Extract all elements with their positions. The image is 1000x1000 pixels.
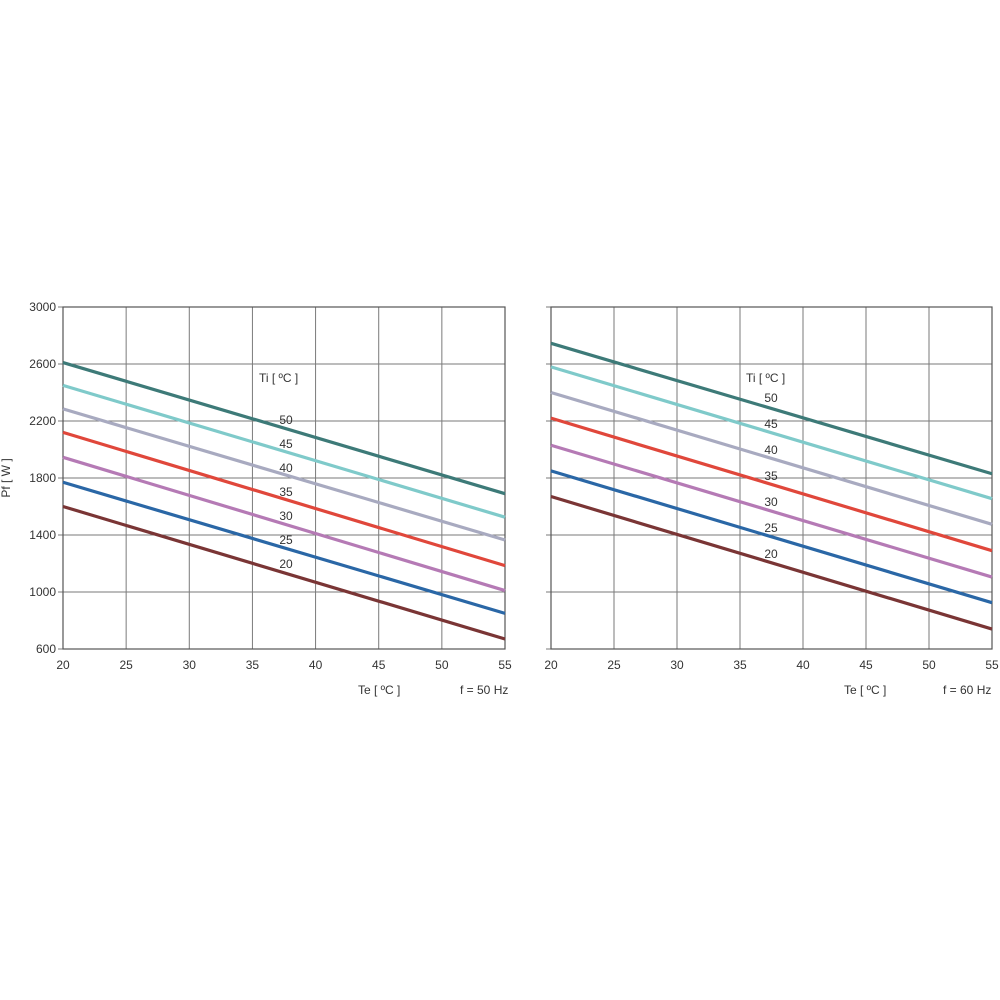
- plot-border: [62, 306, 506, 650]
- series-line-ti-30: [550, 443, 993, 579]
- series-label-ti-50: 50: [279, 413, 293, 427]
- x-tick-label: 30: [183, 658, 197, 672]
- x-tick-label: 45: [372, 658, 386, 672]
- y-tick-label: 1000: [29, 585, 56, 599]
- series-label-ti-30: 30: [764, 495, 778, 509]
- series-line-ti-20: [62, 504, 506, 641]
- chart-panel-1: 20 25 30 35 40 45 50 55 600 1000 1400 1800 2200 2600 3…: [0, 300, 512, 697]
- series-label-ti-50: 50: [764, 391, 778, 405]
- x-tick-label: 55: [498, 658, 512, 672]
- series-line-ti-25: [62, 480, 506, 615]
- y-tick-label: 600: [36, 642, 56, 656]
- series-line-ti-50: [62, 361, 506, 496]
- series-label-ti-30: 30: [279, 509, 293, 523]
- series-label-ti-40: 40: [279, 461, 293, 475]
- series-line-ti-45: [62, 383, 506, 519]
- x-tick-label: 50: [922, 658, 936, 672]
- series-label-ti-45: 45: [764, 417, 778, 431]
- x-tick-label: 20: [544, 658, 558, 672]
- y-tick-label: 2200: [29, 414, 56, 428]
- x-tick-label: 30: [670, 658, 684, 672]
- series-line-ti-35: [62, 430, 506, 568]
- x-axis-label: Te [ ºC ]: [358, 683, 400, 697]
- series-label-ti-40: 40: [764, 443, 778, 457]
- series-label-ti-35: 35: [764, 469, 778, 483]
- series-label-ti-35: 35: [279, 485, 293, 499]
- x-tick-label: 35: [246, 658, 260, 672]
- series-line-ti-50: [550, 341, 993, 476]
- y-tick-label: 2600: [29, 357, 56, 371]
- y-tick-label: 1800: [29, 471, 56, 485]
- series-label-ti-45: 45: [279, 437, 293, 451]
- x-tick-label: 50: [435, 658, 449, 672]
- series-label-ti-20: 20: [279, 557, 293, 571]
- x-tick-label: 25: [119, 658, 133, 672]
- x-tick-label: 55: [985, 658, 999, 672]
- y-tick-label: 1400: [29, 528, 56, 542]
- x-tick-label: 35: [733, 658, 747, 672]
- legend-title: Ti [ ºC ]: [746, 371, 785, 385]
- series-label-ti-20: 20: [764, 547, 778, 561]
- frequency-label: f = 60 Hz: [943, 683, 991, 697]
- x-axis-label: Te [ ºC ]: [844, 683, 886, 697]
- series-line-ti-20: [550, 494, 993, 631]
- series-line-ti-35: [550, 416, 993, 553]
- series-line-ti-45: [550, 365, 993, 501]
- x-tick-label: 40: [309, 658, 323, 672]
- frequency-label: f = 50 Hz: [460, 683, 508, 697]
- series-line-ti-25: [550, 469, 993, 605]
- x-tick-label: 20: [56, 658, 70, 672]
- series-label-ti-25: 25: [764, 521, 778, 535]
- plot-border: [550, 306, 993, 650]
- y-tick-label: 3000: [29, 300, 56, 314]
- series-label-ti-25: 25: [279, 533, 293, 547]
- series-line-ti-40: [62, 407, 506, 542]
- y-axis-label: Pf [ W ]: [0, 458, 13, 497]
- x-tick-label: 25: [607, 658, 621, 672]
- chart-panel-2: 20 25 30 35 40 45 50 55 Ti [ ºC ] 50 45 40 35 30 25 20 T…: [544, 306, 999, 697]
- x-tick-label: 40: [796, 658, 810, 672]
- x-tick-label: 45: [859, 658, 873, 672]
- series-line-ti-30: [62, 455, 506, 593]
- legend-title: Ti [ ºC ]: [259, 371, 298, 385]
- series-line-ti-40: [550, 390, 993, 526]
